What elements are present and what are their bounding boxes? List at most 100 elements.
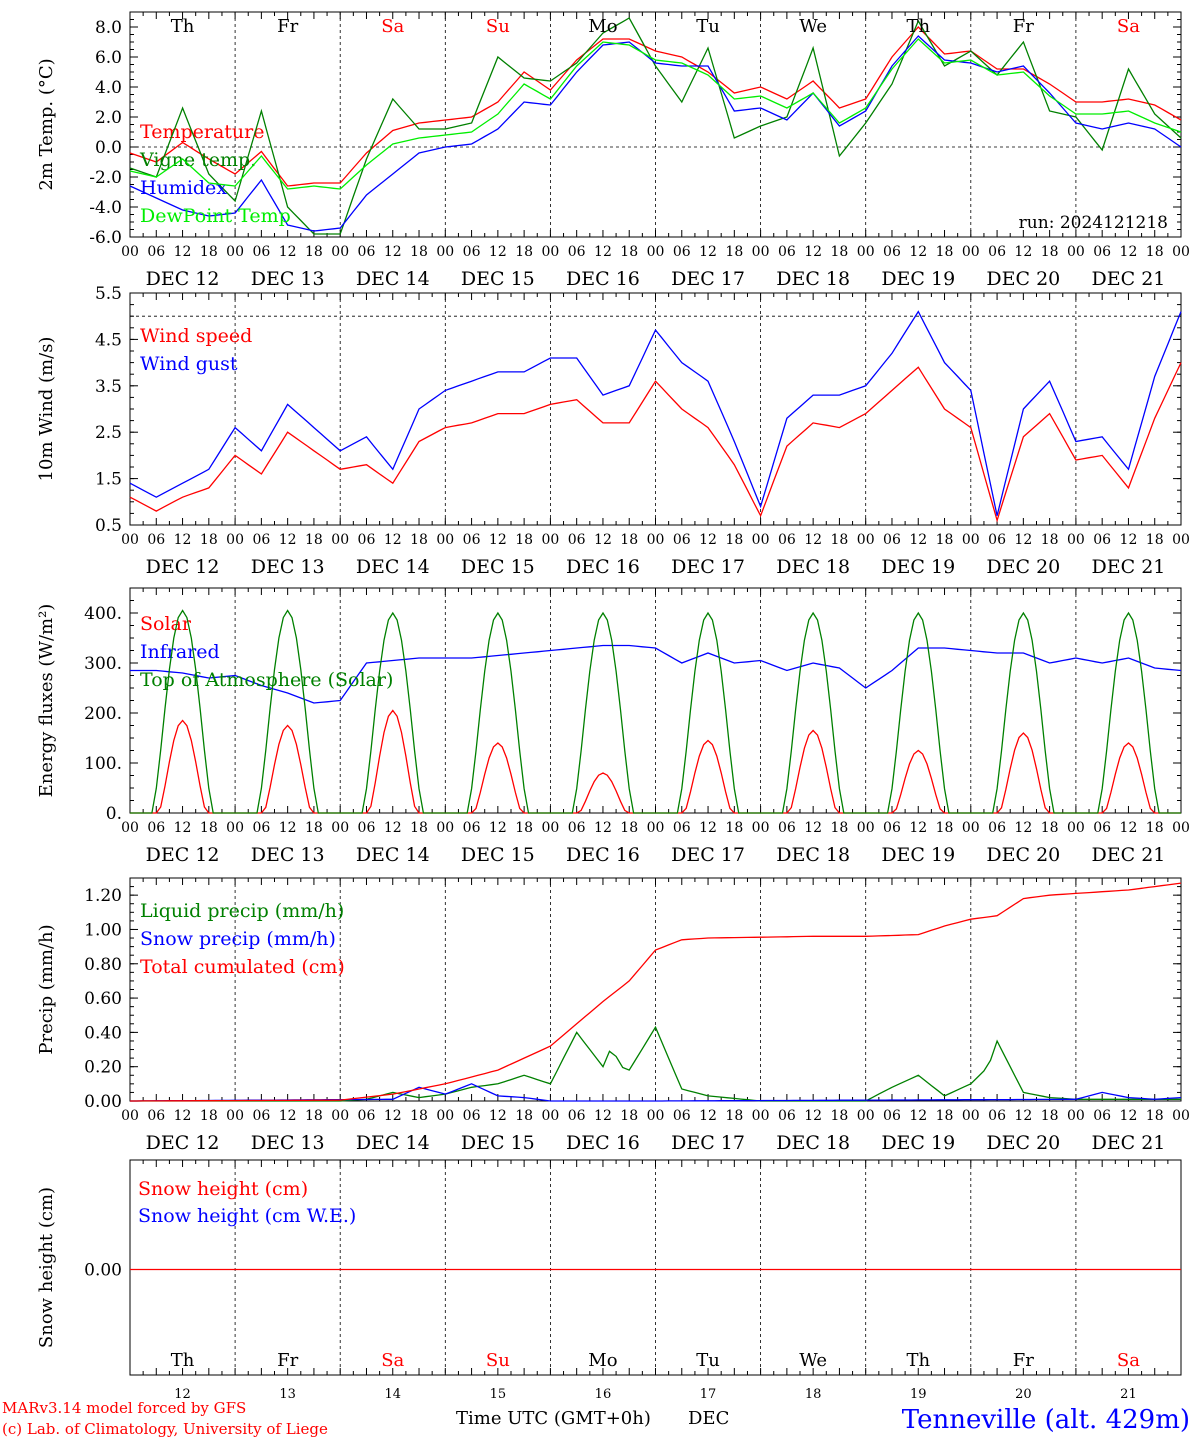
hour-tick-label: 00 (857, 532, 875, 548)
hour-tick-label: 18 (1146, 532, 1164, 548)
hour-tick-label: 06 (252, 532, 270, 548)
hour-tick-label: 06 (252, 244, 270, 260)
legend-entry: Wind gust (140, 353, 238, 375)
hour-tick-label: 12 (279, 820, 297, 836)
hour-tick-label: 18 (725, 820, 743, 836)
series-line-liquid-precip-mm-h- (130, 1025, 1181, 1102)
legend-entry: Vigne temp. (139, 149, 256, 171)
day-name: We (799, 1350, 827, 1371)
hour-tick-label: 18 (305, 1108, 323, 1124)
credit-line-1: MARv3.14 model forced by GFS (2, 1399, 246, 1417)
hour-tick-label: 12 (1014, 244, 1032, 260)
hour-tick-label: 18 (410, 244, 428, 260)
date-label: DEC 17 (671, 844, 745, 866)
hour-tick-label: 12 (489, 820, 507, 836)
hour-tick-label: 00 (752, 244, 770, 260)
date-label: DEC 18 (776, 1132, 850, 1154)
hour-tick-label: 18 (620, 1108, 638, 1124)
date-label: DEC 20 (986, 556, 1060, 578)
hour-tick-label: 18 (305, 244, 323, 260)
hour-tick-label: 06 (358, 820, 376, 836)
hour-tick-label: 06 (568, 820, 586, 836)
hour-tick-label: 00 (226, 1108, 244, 1124)
hour-tick-label: 06 (673, 244, 691, 260)
plot-frame (129, 587, 1182, 814)
hour-tick-label: 00 (436, 244, 454, 260)
hour-tick-label: 18 (620, 244, 638, 260)
y-axis-label: Snow height (cm) (36, 1187, 57, 1348)
hour-tick-label: 18 (305, 532, 323, 548)
date-number-label: 19 (910, 1387, 927, 1402)
hour-tick-label: 06 (358, 244, 376, 260)
date-number-label: 21 (1120, 1387, 1137, 1402)
station-title: Tenneville (alt. 429m) (902, 1405, 1190, 1435)
hour-tick-label: 00 (1172, 532, 1190, 548)
hour-tick-label: 18 (515, 532, 533, 548)
date-number-label: 16 (595, 1387, 612, 1402)
day-name: Su (486, 16, 510, 37)
y-axis-label: Precip (mm/h) (36, 924, 57, 1054)
hour-tick-label: 00 (541, 532, 559, 548)
day-name: Th (171, 1350, 195, 1371)
series-line-dewpoint-temp (129, 38, 1182, 190)
hour-tick-label: 06 (568, 1108, 586, 1124)
date-label: DEC 18 (776, 556, 850, 578)
hour-tick-label: 06 (673, 532, 691, 548)
hour-tick-label: 12 (909, 1108, 927, 1124)
date-number-label: 18 (805, 1387, 822, 1402)
y-tick-label: 0.0 (95, 138, 122, 158)
hour-tick-label: 12 (699, 820, 717, 836)
hour-tick-label: 12 (489, 244, 507, 260)
hour-tick-label: 06 (147, 1108, 165, 1124)
hour-tick-label: 06 (988, 820, 1006, 836)
hour-tick-label: 12 (699, 1108, 717, 1124)
hour-tick-label: 12 (909, 244, 927, 260)
date-number-label: 13 (279, 1387, 296, 1402)
date-label: DEC 19 (881, 556, 955, 578)
panel-5: 0.00 Snow height (cm) Snow height (cm) Snow… (36, 1159, 1182, 1402)
series-line-wind-speed (129, 362, 1182, 523)
hour-tick-label: 12 (909, 820, 927, 836)
hour-tick-label: 12 (279, 532, 297, 548)
hour-tick-label: 00 (752, 820, 770, 836)
panels: -6.0 -4.0 -2.0 0.0 2.0 4.0 6.0 8.0 2m Temp. (°C)… (36, 11, 1190, 1402)
hour-tick-label: 12 (279, 1108, 297, 1124)
hour-tick-label: 00 (857, 1108, 875, 1124)
y-tick-label: 4.0 (95, 78, 122, 98)
date-label: DEC 16 (566, 1132, 640, 1154)
hour-tick-label: 00 (857, 820, 875, 836)
hour-tick-label: 12 (594, 244, 612, 260)
hour-tick-label: 18 (725, 1108, 743, 1124)
hour-tick-label: 06 (673, 820, 691, 836)
hour-tick-label: 12 (1014, 1108, 1032, 1124)
hour-tick-label: 18 (831, 820, 849, 836)
hour-tick-label: 12 (174, 820, 192, 836)
hour-tick-label: 12 (804, 1108, 822, 1124)
date-label: DEC 20 (986, 268, 1060, 290)
hour-tick-label: 12 (699, 244, 717, 260)
hour-tick-label: 12 (384, 1108, 402, 1124)
hour-tick-label: 06 (673, 1108, 691, 1124)
hour-tick-label: 00 (752, 532, 770, 548)
hour-tick-label: 00 (331, 244, 349, 260)
hour-tick-label: 12 (279, 244, 297, 260)
hour-tick-label: 18 (1041, 532, 1059, 548)
series-line-total-cumulated-cm- (130, 882, 1182, 1102)
hour-tick-label: 06 (1093, 820, 1111, 836)
hour-tick-label: 12 (489, 532, 507, 548)
hour-tick-label: 18 (410, 820, 428, 836)
hour-tick-label: 00 (1067, 820, 1085, 836)
date-label: DEC 21 (1092, 1132, 1166, 1154)
hour-tick-label: 00 (436, 1108, 454, 1124)
credit-line-2: (c) Lab. of Climatology, University of L… (2, 1420, 328, 1438)
date-label: DEC 14 (356, 844, 430, 866)
hour-tick-label: 18 (305, 820, 323, 836)
hour-tick-label: 18 (200, 244, 218, 260)
y-tick-label: 0.40 (84, 1023, 122, 1043)
hour-tick-label: 00 (226, 820, 244, 836)
hour-tick-label: 12 (174, 1108, 192, 1124)
series-line-solar (130, 709, 1181, 814)
hour-tick-label: 00 (436, 532, 454, 548)
legend-entry: Snow height (cm) (138, 1178, 308, 1200)
date-label: DEC 16 (566, 268, 640, 290)
